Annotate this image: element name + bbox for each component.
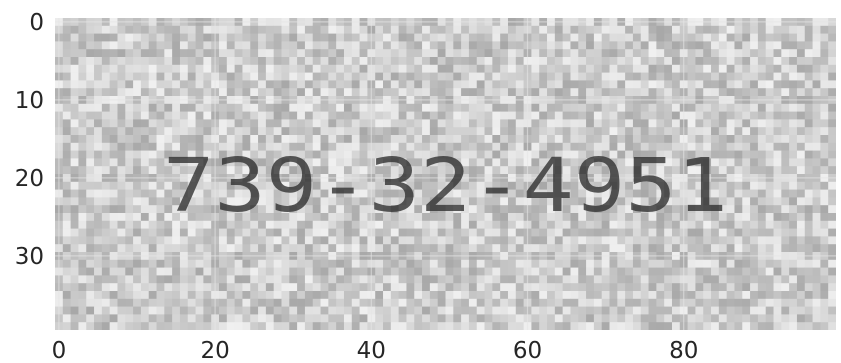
plot-area: 739-32-4951 xyxy=(55,18,836,330)
x-tick-label: 20 xyxy=(200,338,229,363)
noise-pixels xyxy=(55,18,836,330)
y-axis-ticks: 0 10 20 30 xyxy=(15,10,44,270)
x-tick-label: 60 xyxy=(513,338,542,363)
y-tick-label: 30 xyxy=(15,244,44,270)
x-tick-label: 0 xyxy=(52,338,67,363)
y-tick-label: 0 xyxy=(29,10,44,36)
image-text: 739-32-4951 xyxy=(163,143,728,229)
gridlines xyxy=(55,18,836,330)
y-tick-label: 10 xyxy=(15,88,44,114)
x-tick-label: 80 xyxy=(669,338,698,363)
x-axis-ticks: 0 20 40 60 80 xyxy=(52,338,699,363)
x-tick-label: 40 xyxy=(357,338,386,363)
y-tick-label: 20 xyxy=(15,166,44,192)
